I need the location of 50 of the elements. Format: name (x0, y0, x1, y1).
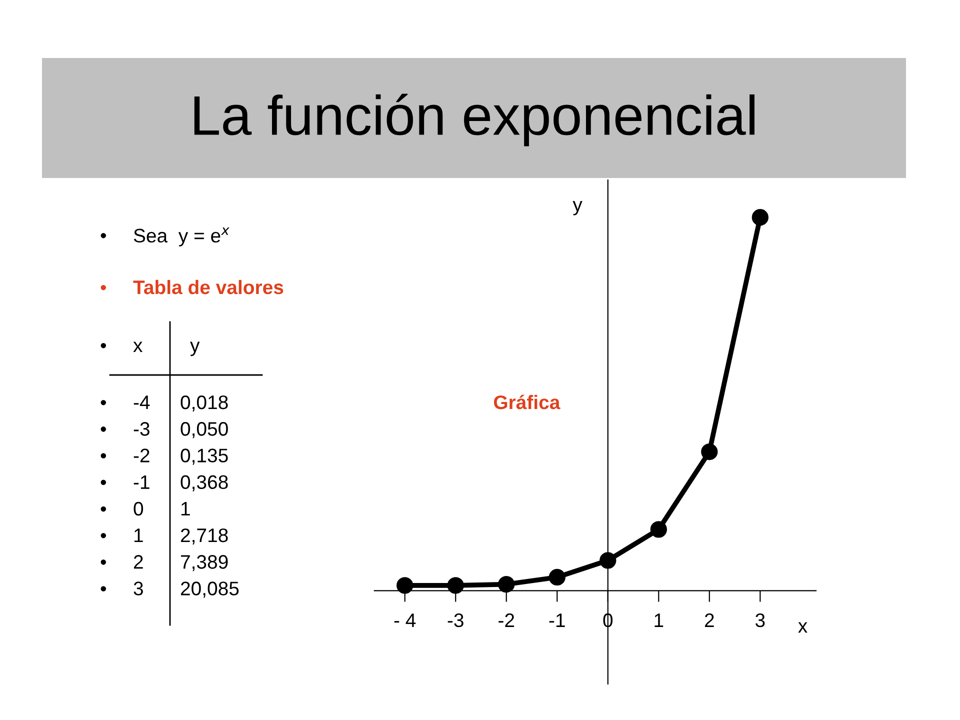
text: • (100, 342, 106, 348)
text: x (133, 342, 143, 352)
text: 0,368 (180, 475, 228, 492)
text: • (100, 284, 106, 290)
chart-title: La función exponencial (194, 94, 754, 146)
y-axis-title: y (572, 200, 582, 216)
text: 20,085 (180, 582, 239, 598)
point (701, 443, 718, 460)
text: • (100, 453, 106, 458)
point (447, 577, 464, 594)
x-tick-label: -2 (498, 613, 514, 627)
text: 0,135 (180, 448, 228, 465)
text: 0,050 (180, 422, 228, 438)
text: • (100, 506, 106, 512)
text: • (100, 480, 106, 486)
text: • (100, 400, 106, 406)
text: -4 (134, 396, 150, 410)
text: -2 (134, 448, 150, 462)
text: 0 (134, 502, 144, 516)
point (498, 576, 515, 593)
text: • (100, 232, 106, 238)
x-tick-label: 2 (704, 613, 714, 627)
point (752, 209, 768, 226)
text: 1 (181, 502, 190, 516)
text: 2 (134, 555, 143, 569)
point (650, 521, 667, 538)
text: 0,018 (180, 395, 228, 412)
point (396, 577, 414, 594)
text: • (100, 426, 106, 432)
text: 3 (134, 582, 143, 596)
text: • (100, 586, 106, 592)
text: Tabla de valores (133, 280, 284, 294)
text: 2,718 (180, 528, 228, 545)
x-tick-label: 1 (654, 614, 664, 627)
point (548, 568, 566, 586)
x-tick-label: -3 (448, 613, 464, 628)
text: • (100, 532, 106, 538)
x-tick-label: 3 (756, 613, 765, 628)
text: -1 (134, 475, 150, 489)
text: • (100, 560, 106, 565)
x-axis-title: x (798, 622, 808, 633)
x-tick-label: -1 (549, 614, 565, 627)
x-tick-label: - 4 (394, 614, 416, 627)
text: 1 (134, 528, 143, 542)
annotation: Gráfica (494, 394, 560, 410)
text: y (190, 342, 200, 356)
text: Sea y = e$^{x}$ (134, 227, 230, 246)
text: -3 (134, 422, 150, 436)
text: 7,389 (180, 555, 228, 572)
point (600, 552, 616, 569)
